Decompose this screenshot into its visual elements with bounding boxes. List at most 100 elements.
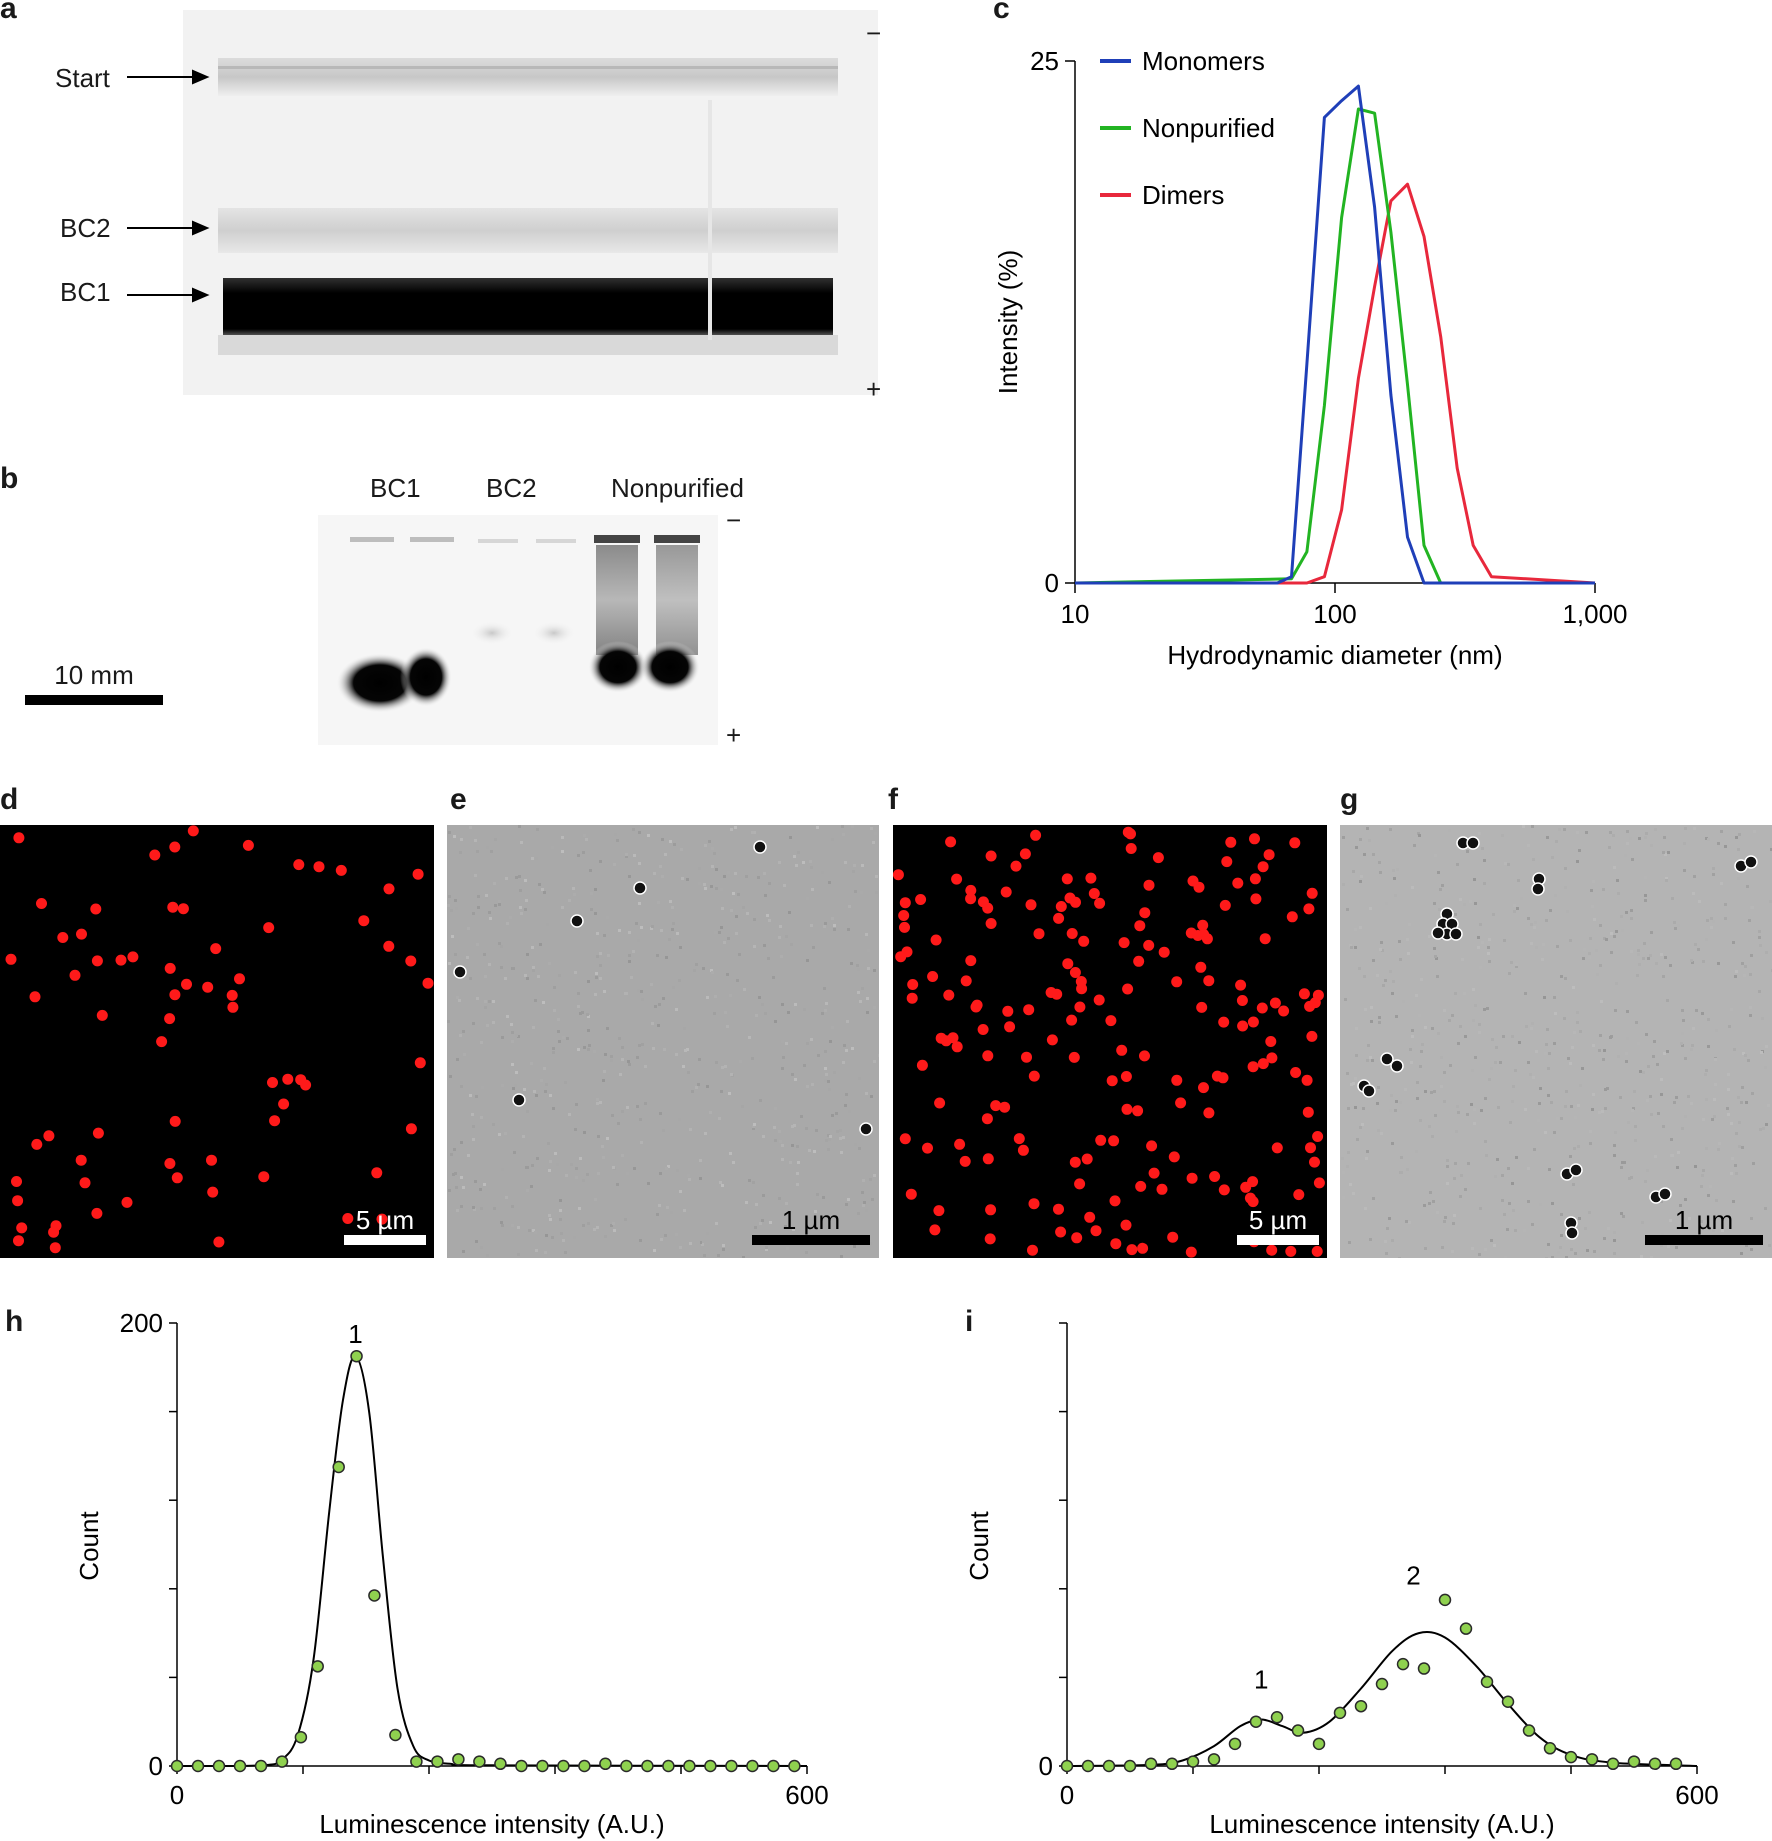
fluorescent-particle — [945, 836, 957, 848]
fluorescent-particle — [13, 1235, 24, 1247]
tem-grain — [742, 906, 745, 909]
tem-grain — [1404, 1088, 1407, 1091]
tem-grain — [1645, 832, 1648, 835]
fluorescent-particle — [1108, 1135, 1120, 1147]
gel-b-lane-bc2: BC2 — [486, 473, 537, 503]
tem-grain — [670, 1211, 673, 1214]
tem-grain — [753, 1123, 756, 1126]
fluorescent-particle — [1120, 1071, 1132, 1082]
chart-h-point — [788, 1759, 801, 1773]
tem-grain — [1563, 828, 1566, 831]
fluorescent-particle — [242, 839, 254, 851]
tem-grain — [582, 851, 585, 854]
tem-grain — [672, 922, 675, 925]
tem-grain — [587, 1015, 590, 1018]
fluorescent-particle — [1278, 1005, 1290, 1017]
tem-grain — [647, 1182, 650, 1185]
fluorescent-particle — [1093, 994, 1105, 1006]
tem-grain — [636, 1056, 639, 1059]
tem-grain — [1431, 1135, 1434, 1138]
tem-grain — [699, 1177, 702, 1180]
tem-grain — [714, 995, 717, 998]
tem-grain — [612, 1222, 615, 1225]
fluorescent-particle — [985, 850, 997, 862]
tem-grain — [572, 887, 575, 890]
tem-grain — [514, 1084, 517, 1087]
tem-grain — [596, 955, 599, 958]
chart-c-ylabel: Intensity (%) — [993, 250, 1023, 395]
tem-grain — [856, 964, 859, 967]
tem-grain — [1494, 1175, 1497, 1178]
tem-grain — [532, 1229, 535, 1232]
tem-grain — [678, 979, 681, 982]
tem-grain — [1492, 913, 1495, 916]
chart-c-xlabel: Hydrodynamic diameter (nm) — [1167, 640, 1502, 670]
fluorescent-particle — [164, 1158, 176, 1169]
tem-grain — [1460, 1174, 1463, 1177]
tem-grain — [1724, 845, 1727, 848]
fluorescent-particle — [990, 1100, 1002, 1112]
tem-grain — [689, 1128, 692, 1131]
micrograph-f-scalebar — [1237, 1235, 1319, 1245]
tem-grain — [543, 939, 546, 942]
tem-grain — [711, 847, 714, 850]
tem-grain — [615, 982, 618, 985]
tem-grain — [748, 1036, 751, 1039]
tem-grain — [726, 973, 729, 976]
fluorescent-particle — [959, 1155, 971, 1167]
tem-grain — [1584, 1107, 1587, 1110]
tem-grain — [1566, 1237, 1569, 1240]
fluorescent-particle — [930, 934, 942, 946]
fluorescent-particle — [1090, 1225, 1102, 1237]
tem-grain — [1684, 1115, 1687, 1118]
tem-grain — [1377, 1129, 1380, 1132]
tem-grain — [466, 956, 469, 959]
chart-h-xtick-label: 600 — [785, 1780, 828, 1810]
tem-grain — [1394, 1109, 1397, 1112]
fluorescent-particle — [906, 992, 918, 1004]
tem-grain — [1440, 1056, 1443, 1059]
tem-grain — [869, 1242, 872, 1245]
chart-h-point — [410, 1755, 423, 1768]
tem-grain — [1697, 948, 1700, 951]
tem-grain — [1392, 869, 1395, 872]
tem-grain — [1400, 1156, 1403, 1159]
chart-h-point — [662, 1759, 675, 1773]
fluorescent-particle — [977, 896, 989, 908]
tem-nanoparticle — [1431, 926, 1445, 940]
fluorescent-particle — [1156, 1183, 1168, 1195]
fluorescent-particle — [258, 1171, 270, 1183]
tem-grain — [498, 942, 501, 945]
panel-letter-i: i — [965, 1305, 974, 1338]
tem-grain — [1565, 1256, 1568, 1258]
tem-grain — [1720, 882, 1723, 885]
tem-grain — [734, 826, 737, 829]
tem-grain — [1507, 1167, 1510, 1170]
tem-grain — [1700, 1185, 1703, 1188]
tem-grain — [785, 935, 788, 938]
tem-grain — [1617, 1055, 1620, 1058]
fluorescent-particle — [1221, 856, 1233, 868]
tem-grain — [587, 1048, 590, 1051]
tem-grain — [1609, 1036, 1612, 1039]
tem-grain — [1419, 1065, 1422, 1068]
tem-grain — [493, 882, 496, 885]
tem-grain — [1608, 846, 1611, 849]
tem-grain — [1765, 1045, 1768, 1048]
tem-grain — [1712, 873, 1715, 876]
tem-grain — [603, 934, 606, 937]
fluorescent-particle — [206, 1154, 217, 1166]
tem-grain — [583, 1046, 586, 1049]
tem-grain — [581, 1011, 584, 1014]
tem-grain — [1485, 1154, 1488, 1157]
tem-grain — [1524, 1108, 1527, 1111]
tem-grain — [1355, 846, 1358, 849]
tem-grain — [628, 931, 631, 934]
tem-grain — [1751, 1092, 1754, 1095]
tem-grain — [1346, 1165, 1349, 1168]
fluorescent-particle — [981, 1113, 993, 1125]
tem-grain — [1512, 1209, 1515, 1212]
tem-grain — [1647, 1065, 1650, 1068]
fluorescent-particle — [899, 921, 910, 933]
tem-grain — [874, 832, 877, 835]
